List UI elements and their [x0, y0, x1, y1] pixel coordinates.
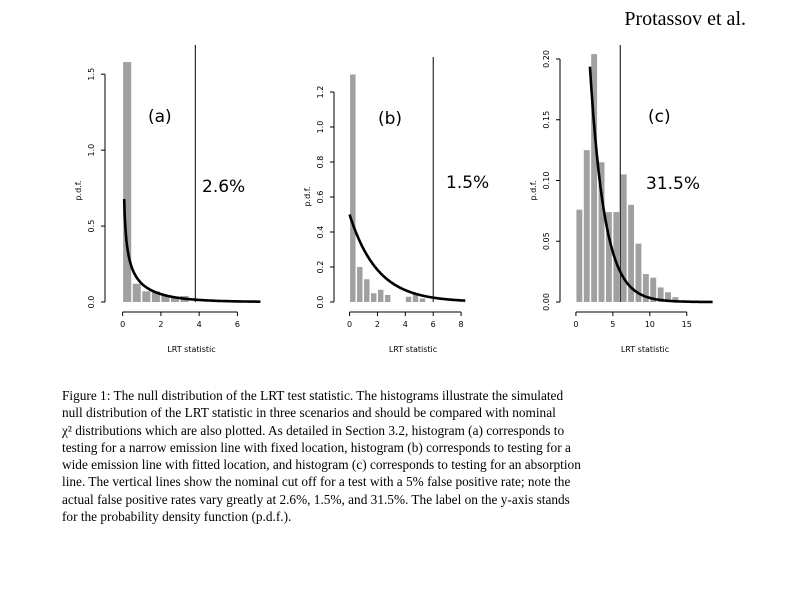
histogram-bar-b-10	[412, 293, 419, 302]
y-tick-label-b-3: 0.4	[316, 226, 325, 239]
histogram-bar-a-5	[161, 295, 170, 302]
histogram-bar-b-3	[364, 279, 370, 302]
false-positive-rate-a: 2.6%	[202, 177, 245, 197]
histogram-bar-c-5	[605, 212, 612, 302]
caption-line-8: for the probability density function (p.…	[62, 509, 292, 525]
chart-panel-b: 0 2 4 6 8 0.0 0.2 0.4 0.6 0.8 1.0 1.2 LRT statistic p…	[292, 40, 507, 360]
x-axis-title-b: LRT statistic	[389, 345, 437, 354]
y-tick-label-b-7: 1.2	[316, 86, 325, 99]
chart-a: 0 2 4 6 0.0 0.5 1.0 1.5 LRT statistic p.d.f. (a) 2.…	[74, 45, 262, 354]
x-tick-label-a-2: 2	[158, 320, 163, 329]
histogram-bar-c-9	[635, 243, 642, 302]
histogram-bar-c-8	[628, 204, 635, 302]
histogram-bar-b-9	[405, 296, 412, 302]
y-tick-label-a-3: 1.0	[87, 144, 96, 157]
chi-square-curve-a	[122, 199, 262, 304]
y-tick-label-a-4: 1.5	[87, 68, 96, 81]
histogram-bar-b-4	[370, 293, 377, 302]
false-positive-rate-b: 1.5%	[446, 173, 489, 193]
y-axis-title-b: p.d.f.	[303, 186, 312, 206]
x-tick-label-a-3: 4	[197, 320, 202, 329]
y-tick-label-c-3: 0.10	[542, 172, 551, 190]
y-tick-label-c-4: 0.15	[542, 111, 551, 129]
histogram-bar-b-1	[350, 74, 356, 302]
y-tick-label-a-2: 0.5	[87, 220, 96, 233]
y-tick-label-c-2: 0.05	[542, 232, 551, 250]
histogram-bar-c-1	[576, 209, 583, 302]
false-positive-rate-c: 31.5%	[646, 174, 700, 194]
histogram-bar-b-6	[384, 295, 391, 302]
histogram-bar-a-2	[132, 283, 141, 302]
x-tick-label-c-4: 15	[682, 320, 692, 329]
chi-square-curve-c	[588, 66, 714, 304]
caption-line-6: line. The vertical lines show the nomina…	[62, 474, 571, 490]
author-header: Protassov et al.	[624, 8, 746, 30]
x-tick-label-b-4: 6	[431, 320, 436, 329]
x-axis-title-c: LRT statistic	[621, 345, 669, 354]
y-tick-label-b-1: 0.0	[316, 296, 325, 309]
y-tick-label-b-4: 0.6	[316, 191, 325, 204]
x-tick-label-a-4: 6	[235, 320, 240, 329]
figure-caption: Figure 1: The null distribution of the L…	[62, 387, 720, 525]
chart-b: 0 2 4 6 8 0.0 0.2 0.4 0.6 0.8 1.0 1.2 LRT statistic p…	[303, 57, 489, 354]
x-tick-label-c-2: 5	[610, 320, 615, 329]
histogram-bar-c-13	[665, 292, 671, 302]
caption-line-7: actual false positive rates vary greatly…	[62, 491, 570, 507]
histogram-bar-c-14	[672, 297, 679, 302]
y-tick-label-a-1: 0.0	[87, 296, 96, 309]
histogram-bar-b-5	[377, 289, 384, 302]
caption-line-2: null distribution of the LRT statistic i…	[62, 405, 556, 421]
histogram-bar-c-3	[591, 54, 598, 302]
histogram-bar-c-12	[657, 287, 664, 302]
caption-line-1: Figure 1: The null distribution of the L…	[62, 388, 564, 403]
caption-line-5: wide emission line with fitted location,…	[62, 457, 581, 473]
panel-label-c: (c)	[648, 107, 671, 127]
x-tick-label-c-3: 10	[645, 320, 655, 329]
y-tick-label-c-5: 0.20	[542, 50, 551, 68]
histogram-bar-c-7	[620, 174, 627, 302]
histogram-bar-c-6	[613, 212, 620, 302]
y-tick-label-b-2: 0.2	[316, 261, 325, 274]
caption-line-3: χ² distributions which are also plotted.…	[62, 422, 565, 438]
x-tick-label-b-2: 2	[375, 320, 380, 329]
chi-square-curve-b	[348, 214, 467, 302]
x-tick-label-b-3: 4	[403, 320, 408, 329]
histogram-bar-b-11	[419, 298, 426, 302]
histogram-bar-b-2	[357, 267, 363, 302]
y-tick-label-b-6: 1.0	[316, 121, 325, 134]
histogram-bar-a-4	[151, 291, 160, 302]
caption-line-4: testing for a narrow emission line with …	[62, 439, 571, 455]
histogram-bar-a-6	[170, 297, 180, 302]
histogram-bar-c-4	[598, 162, 605, 302]
histogram-bar-a-1	[123, 62, 132, 302]
x-tick-label-b-1: 0	[347, 320, 352, 329]
chart-panel-c: 0 5 10 15 0.00 0.05 0.10 0.15 0.20 LRT statistic p…	[520, 40, 735, 360]
histogram-bar-c-10	[642, 274, 649, 302]
x-tick-label-c-1: 0	[573, 320, 578, 329]
panel-label-b: (b)	[378, 109, 402, 129]
panel-label-a: (a)	[148, 107, 172, 127]
x-axis-title-a: LRT statistic	[167, 345, 215, 354]
chart-c: 0 5 10 15 0.00 0.05 0.10 0.15 0.20 LRT statistic p…	[529, 45, 714, 354]
x-tick-label-b-5: 8	[459, 320, 464, 329]
x-tick-label-a-1: 0	[120, 320, 125, 329]
y-axis-title-a: p.d.f.	[74, 180, 83, 200]
chart-panel-a: 0 2 4 6 0.0 0.5 1.0 1.5 LRT statistic p.d.f. (a) 2.…	[70, 40, 285, 360]
y-tick-label-b-5: 0.8	[316, 156, 325, 169]
histogram-bar-a-3	[142, 291, 151, 302]
y-tick-label-c-1: 0.00	[542, 293, 551, 311]
histogram-bar-c-2	[583, 150, 590, 302]
y-axis-title-c: p.d.f.	[529, 180, 538, 200]
histogram-bar-c-11	[650, 277, 657, 302]
